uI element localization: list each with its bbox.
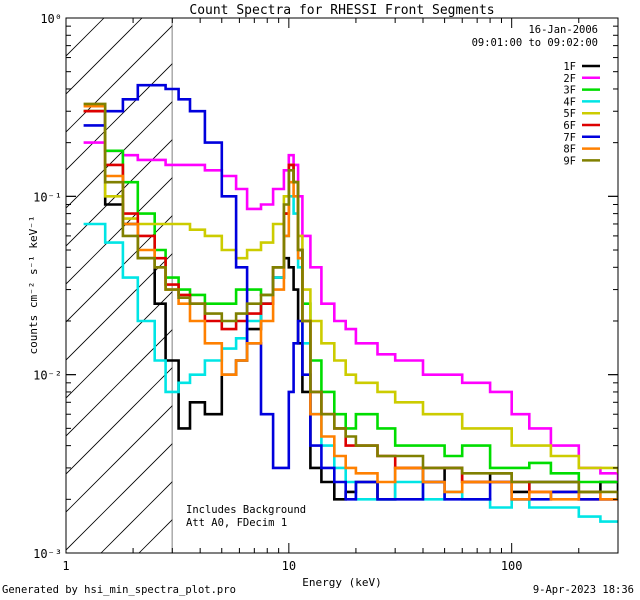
legend-label: 2F <box>563 73 576 85</box>
date-label: 16-Jan-2006 <box>528 24 598 36</box>
footer-generated-by: Generated by hsi_min_spectra_plot.pro <box>2 584 236 596</box>
hatch-line <box>66 63 173 171</box>
series-line-7F <box>83 83 618 501</box>
x-tick-label: 100 <box>501 559 523 573</box>
legend-label: 4F <box>563 96 576 108</box>
note-attenuator: Att A0, FDecim 1 <box>186 517 287 529</box>
footer-timestamp: 9-Apr-2023 18:36 <box>532 584 634 596</box>
y-tick-label: 10⁰ <box>40 12 62 26</box>
legend-label: 3F <box>563 85 576 97</box>
hatch-line <box>66 253 173 361</box>
series-line-9F <box>83 102 618 500</box>
x-tick-label: 10 <box>282 559 296 573</box>
plot-frame <box>65 17 619 554</box>
time-range-label: 09:01:00 to 09:02:00 <box>472 37 598 49</box>
chart-title: Count Spectra for RHESSI Front Segments <box>189 3 494 18</box>
y-tick-label: 10⁻³ <box>33 547 62 561</box>
series-line-5F <box>83 109 618 474</box>
legend-label: 5F <box>563 108 576 120</box>
hatch-line <box>66 367 173 475</box>
y-axis-label: counts cm⁻² s⁻¹ keV⁻¹ <box>27 215 40 354</box>
y-tick-label: 10⁻² <box>33 369 62 383</box>
hatch-line <box>66 405 173 513</box>
legend-label: 7F <box>563 132 576 144</box>
hatch-line <box>66 101 173 209</box>
hatch-line <box>66 215 173 323</box>
y-tick-label: 10⁻¹ <box>33 190 62 204</box>
legend-label: 9F <box>563 155 576 167</box>
legend-label: 1F <box>563 61 576 73</box>
note-background: Includes Background <box>186 504 306 516</box>
x-tick-label: 1 <box>62 559 69 573</box>
hatch-line <box>66 443 173 551</box>
series-group <box>83 83 618 523</box>
x-axis-label: Energy (keV) <box>302 576 381 589</box>
legend-label: 8F <box>563 144 576 156</box>
axis-tick-labels: 1 10 100 10⁻³ 10⁻² 10⁻¹ 10⁰ <box>33 12 522 573</box>
axis-ticks <box>65 17 619 554</box>
legend-label: 6F <box>563 120 576 132</box>
series-line-1F <box>83 109 618 501</box>
